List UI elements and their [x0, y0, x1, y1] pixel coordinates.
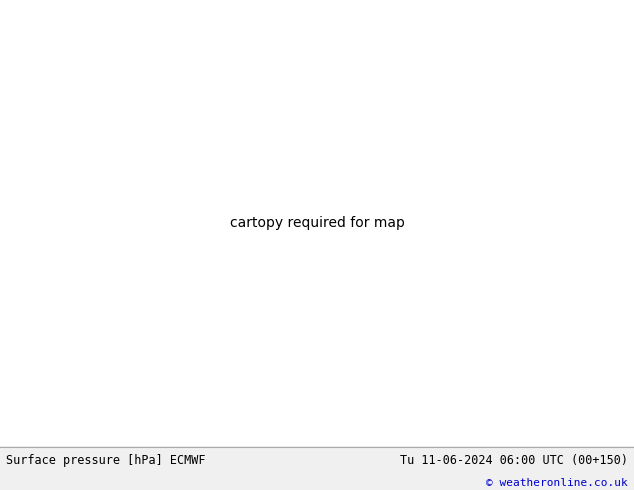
Text: Surface pressure [hPa] ECMWF: Surface pressure [hPa] ECMWF [6, 454, 206, 466]
Text: cartopy required for map: cartopy required for map [230, 216, 404, 230]
Text: Tu 11-06-2024 06:00 UTC (00+150): Tu 11-06-2024 06:00 UTC (00+150) [399, 454, 628, 466]
Text: © weatheronline.co.uk: © weatheronline.co.uk [486, 478, 628, 489]
